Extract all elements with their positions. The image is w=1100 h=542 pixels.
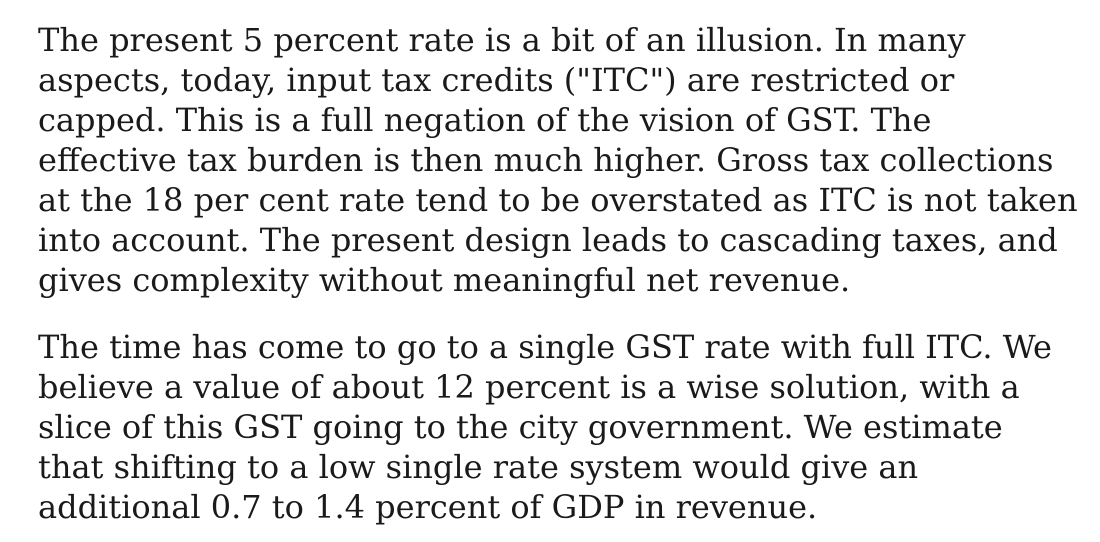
paragraph-1-line-3: capped. This is a full negation of the v… — [38, 101, 932, 139]
paragraph-2: The time has come to go to a single GST … — [38, 327, 1088, 527]
paragraph-2-line-3: slice of this GST going to the city gove… — [38, 408, 1003, 446]
paragraph-2-line-1: The time has come to go to a single GST … — [38, 328, 1052, 366]
paragraph-1-line-5: at the 18 per cent rate tend to be overs… — [38, 181, 1078, 219]
paragraph-2-line-2: believe a value of about 12 percent is a… — [38, 368, 1020, 406]
document-body: The present 5 percent rate is a bit of a… — [38, 20, 1088, 527]
paragraph-1: The present 5 percent rate is a bit of a… — [38, 20, 1088, 300]
paragraph-1-line-4: effective tax burden is then much higher… — [38, 141, 1054, 179]
paragraph-2-line-4: that shifting to a low single rate syste… — [38, 448, 919, 486]
paragraph-1-line-7: gives complexity without meaningful net … — [38, 261, 851, 299]
paragraph-1-line-6: into account. The present design leads t… — [38, 221, 1058, 259]
paragraph-1-line-2: aspects, today, input tax credits ("ITC"… — [38, 61, 955, 99]
paragraph-2-line-5: additional 0.7 to 1.4 percent of GDP in … — [38, 488, 818, 526]
paragraph-1-line-1: The present 5 percent rate is a bit of a… — [38, 21, 966, 59]
